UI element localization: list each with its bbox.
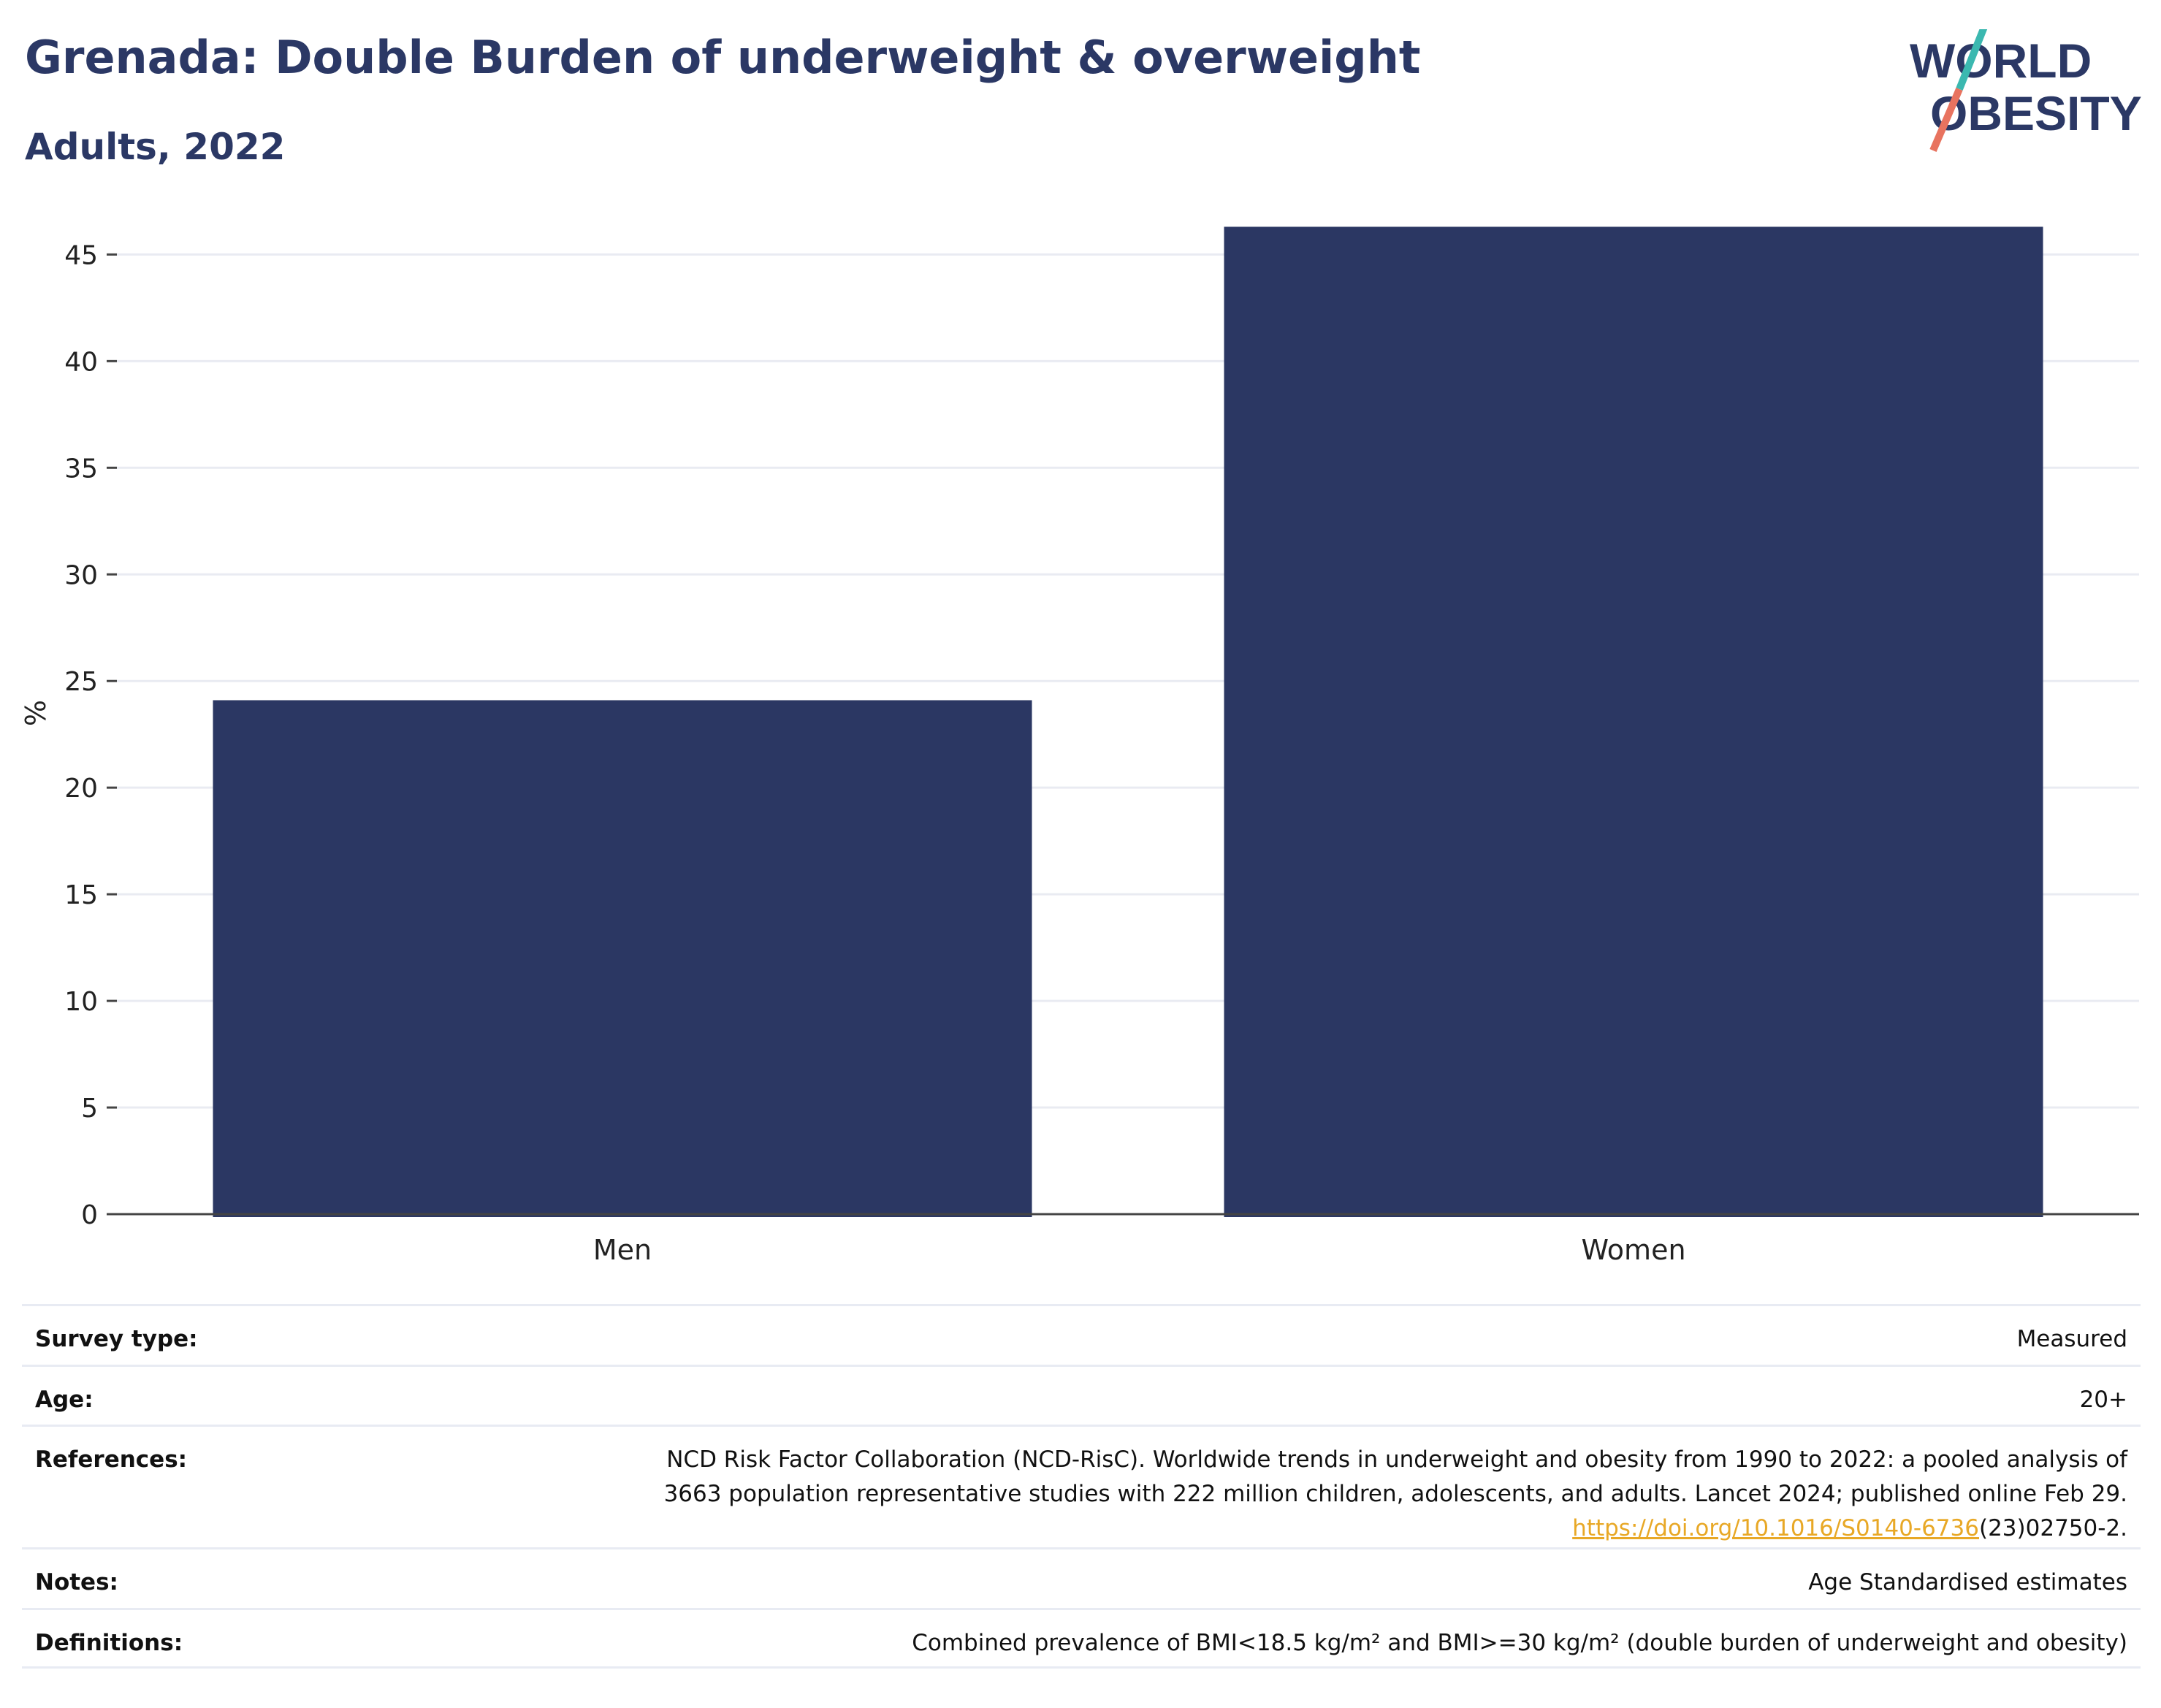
y-tick-label: 45 (64, 240, 98, 270)
y-tick-label: 5 (81, 1094, 98, 1124)
logo-line2: OBESITY (1930, 86, 2142, 140)
chart-title: Grenada: Double Burden of underweight & … (25, 31, 1421, 84)
x-tick-label-women: Women (1581, 1234, 1685, 1266)
meta-row-survey-type: Survey type: Measured (22, 1304, 2141, 1365)
notes-value: Age Standardised estimates (1808, 1569, 2127, 1595)
doi-link[interactable]: https://doi.org/10.1016/S0140-6736 (1572, 1515, 1979, 1541)
logo-line1: WORLD (1910, 34, 2092, 88)
references-line1: NCD Risk Factor Collaboration (NCD-RisC)… (666, 1446, 2127, 1473)
y-tick-label: 40 (64, 347, 98, 377)
bars (213, 226, 2043, 1217)
logo-slash-bottom (1929, 88, 1963, 152)
age-label: Age: (35, 1387, 94, 1413)
bar-women[interactable] (1224, 226, 2043, 1217)
meta-row-age: Age: 20+ (22, 1365, 2141, 1425)
metadata-table: Survey type: Measured Age: 20+ Reference… (22, 1304, 2141, 1669)
y-tick-label: 35 (64, 454, 98, 484)
y-tick-label: 0 (81, 1200, 98, 1230)
survey-type-value: Measured (2016, 1326, 2127, 1352)
definitions-value: Combined prevalence of BMI<18.5 kg/m² an… (912, 1630, 2127, 1656)
meta-row-notes: Notes: Age Standardised estimates (22, 1547, 2141, 1608)
bar-men[interactable] (213, 700, 1032, 1217)
x-tick-labels: Men Women (593, 1234, 1686, 1266)
y-tick-labels: 0 5 10 15 20 25 30 35 40 45 (64, 240, 117, 1230)
world-obesity-logo: WORLD OBESITY (1910, 29, 2142, 152)
doi-suffix: (23)02750-2. (1978, 1515, 2127, 1541)
x-tick-label-men: Men (593, 1234, 652, 1266)
y-axis-label: % (20, 700, 52, 726)
y-tick-label: 10 (64, 987, 98, 1017)
y-tick-label: 30 (64, 560, 98, 590)
y-tick-label: 20 (64, 774, 98, 804)
references-label: References: (35, 1446, 188, 1473)
chart-subtitle: Adults, 2022 (25, 126, 286, 168)
survey-type-label: Survey type: (35, 1326, 198, 1352)
meta-row-definitions: Definitions: Combined prevalence of BMI<… (22, 1608, 2141, 1669)
bar-chart: 0 5 10 15 20 25 30 35 40 45 Men Women % (20, 226, 2139, 1266)
meta-row-references: References: NCD Risk Factor Collaboratio… (22, 1425, 2141, 1547)
references-line3: https://doi.org/10.1016/S0140-6736(23)02… (664, 1511, 2127, 1546)
age-value: 20+ (2079, 1387, 2127, 1413)
y-tick-label: 25 (64, 667, 98, 697)
definitions-label: Definitions: (35, 1630, 183, 1656)
references-value: NCD Risk Factor Collaboration (NCD-RisC)… (664, 1443, 2127, 1546)
references-line2: 3663 population representative studies w… (663, 1481, 2127, 1507)
logo-slash-top (1956, 29, 1988, 91)
y-tick-label: 15 (64, 880, 98, 910)
notes-label: Notes: (35, 1569, 118, 1595)
